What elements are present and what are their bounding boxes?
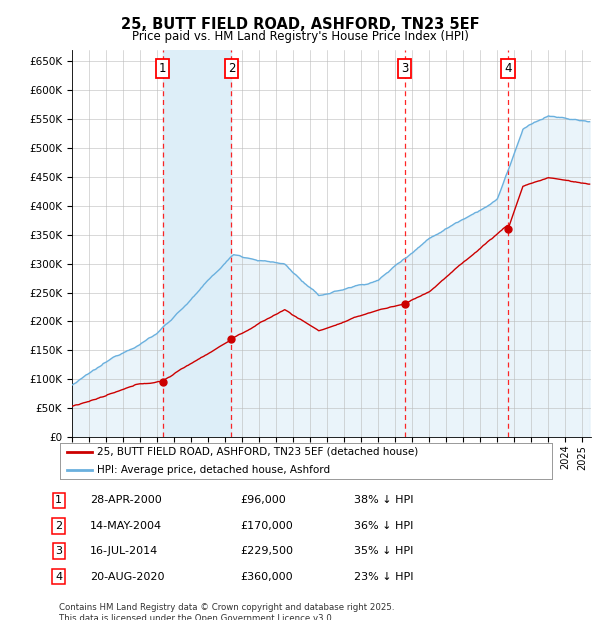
Text: Price paid vs. HM Land Registry's House Price Index (HPI): Price paid vs. HM Land Registry's House … [131,30,469,43]
Text: 23% ↓ HPI: 23% ↓ HPI [354,572,413,582]
Text: 2: 2 [227,61,235,74]
Text: 4: 4 [505,61,512,74]
Text: £96,000: £96,000 [240,495,286,505]
Text: 25, BUTT FIELD ROAD, ASHFORD, TN23 5EF: 25, BUTT FIELD ROAD, ASHFORD, TN23 5EF [121,17,479,32]
Text: 3: 3 [401,61,408,74]
Text: 20-AUG-2020: 20-AUG-2020 [90,572,164,582]
Text: 16-JUL-2014: 16-JUL-2014 [90,546,158,556]
Text: 36% ↓ HPI: 36% ↓ HPI [354,521,413,531]
Text: £360,000: £360,000 [240,572,293,582]
Text: 2: 2 [55,521,62,531]
Text: 4: 4 [55,572,62,582]
Text: £170,000: £170,000 [240,521,293,531]
Text: 3: 3 [55,546,62,556]
Text: 1: 1 [55,495,62,505]
Bar [163,50,232,437]
Text: 14-MAY-2004: 14-MAY-2004 [90,521,162,531]
Text: 28-APR-2000: 28-APR-2000 [90,495,162,505]
Text: 38% ↓ HPI: 38% ↓ HPI [354,495,413,505]
Text: HPI: Average price, detached house, Ashford: HPI: Average price, detached house, Ashf… [97,464,330,475]
Text: £229,500: £229,500 [240,546,293,556]
Text: 35% ↓ HPI: 35% ↓ HPI [354,546,413,556]
Text: 1: 1 [159,61,166,74]
Text: 25, BUTT FIELD ROAD, ASHFORD, TN23 5EF (detached house): 25, BUTT FIELD ROAD, ASHFORD, TN23 5EF (… [97,446,418,457]
Text: Contains HM Land Registry data © Crown copyright and database right 2025.
This d: Contains HM Land Registry data © Crown c… [59,603,394,620]
